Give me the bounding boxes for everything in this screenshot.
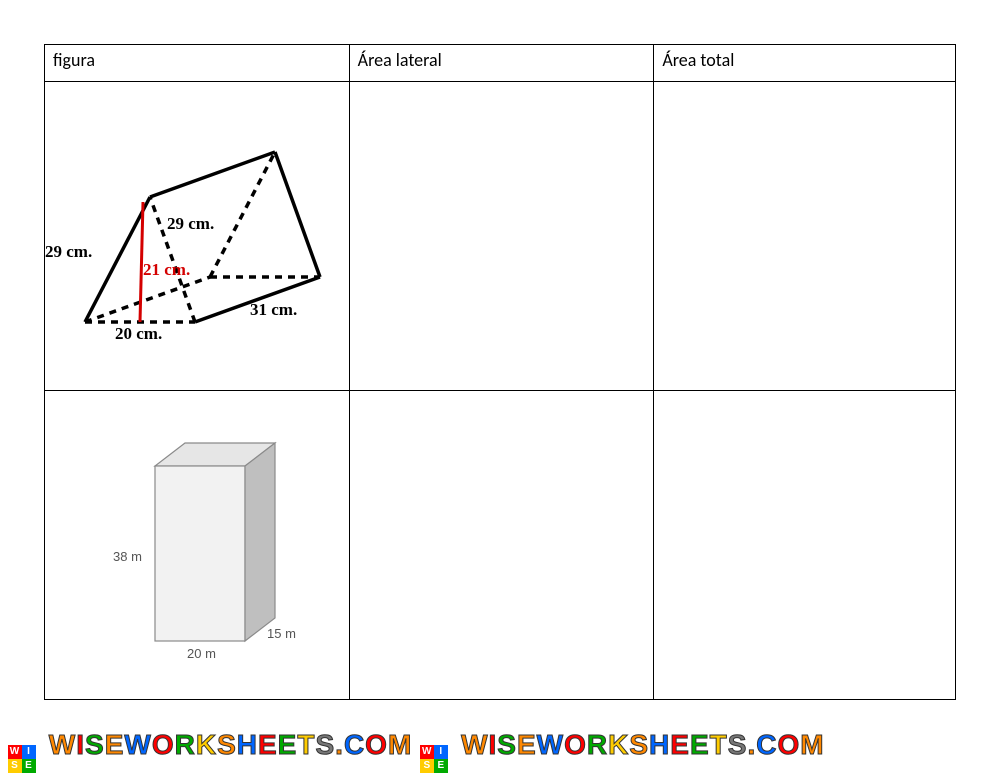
cell-prism-figure: 29 cm. 29 cm. 21 cm. 20 cm. 31 cm. — [45, 82, 350, 391]
watermark-text-2: WISEWORKSHEETS.COM — [461, 729, 825, 760]
label-top-slant: 29 cm. — [167, 214, 214, 234]
label-base-front: 20 cm. — [115, 324, 162, 344]
row-prism: 29 cm. 29 cm. 21 cm. 20 cm. 31 cm. — [45, 82, 956, 391]
header-figura: figura — [45, 45, 350, 82]
watermark-badge-icon: W I S E — [8, 745, 36, 773]
label-cuboid-width: 20 m — [187, 646, 216, 661]
watermark: W I S E WISEWORKSHEETS.COM W I S E WISEW… — [0, 730, 1000, 772]
badge-letter-e: E — [434, 759, 448, 773]
badge-letter-s: S — [8, 759, 22, 773]
header-area-total: Área total — [654, 45, 956, 82]
watermark-badge-icon: W I S E — [420, 745, 448, 773]
cell-cuboid-total[interactable] — [654, 391, 956, 700]
badge-letter-i: I — [434, 745, 448, 759]
badge-letter-w: W — [420, 745, 434, 759]
label-cuboid-height: 38 m — [113, 549, 142, 564]
cell-prism-lateral[interactable] — [349, 82, 654, 391]
watermark-group-1: W I S E WISEWORKSHEETS.COM — [0, 729, 412, 773]
cell-cuboid-figure: 38 m 15 m 20 m — [45, 391, 350, 700]
watermark-group-2: W I S E WISEWORKSHEETS.COM — [412, 729, 824, 773]
worksheet-table-wrapper: figura Área lateral Área total — [44, 44, 956, 700]
badge-letter-w: W — [8, 745, 22, 759]
worksheet-table: figura Área lateral Área total — [44, 44, 956, 700]
triangular-prism-diagram: 29 cm. 29 cm. 21 cm. 20 cm. 31 cm. — [55, 132, 345, 352]
rectangular-prism-diagram: 38 m 15 m 20 m — [105, 431, 325, 681]
badge-letter-e: E — [22, 759, 36, 773]
prism-svg — [55, 132, 345, 352]
label-depth: 31 cm. — [250, 300, 297, 320]
header-area-lateral: Área lateral — [349, 45, 654, 82]
badge-letter-s: S — [420, 759, 434, 773]
badge-letter-i: I — [22, 745, 36, 759]
row-cuboid: 38 m 15 m 20 m — [45, 391, 956, 700]
header-row: figura Área lateral Área total — [45, 45, 956, 82]
watermark-text-1: WISEWORKSHEETS.COM — [49, 729, 413, 760]
cell-prism-total[interactable] — [654, 82, 956, 391]
label-cuboid-depth: 15 m — [267, 626, 296, 641]
cell-cuboid-lateral[interactable] — [349, 391, 654, 700]
label-height: 21 cm. — [143, 260, 190, 280]
label-left-edge: 29 cm. — [45, 242, 92, 262]
